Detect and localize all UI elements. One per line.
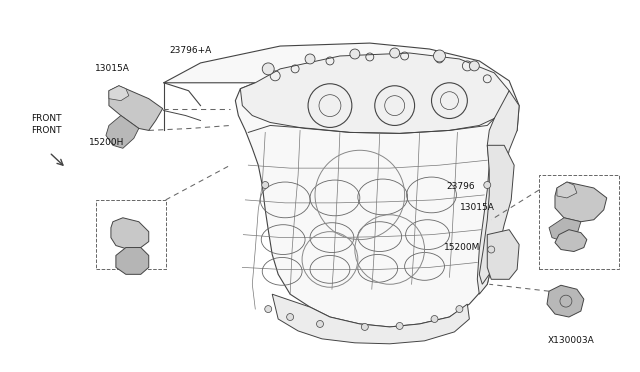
Circle shape: [456, 306, 463, 312]
Polygon shape: [272, 294, 469, 344]
Text: FRONT: FRONT: [31, 126, 61, 135]
Circle shape: [317, 321, 323, 327]
Polygon shape: [549, 218, 581, 241]
Circle shape: [262, 182, 269, 189]
Polygon shape: [479, 145, 514, 284]
Circle shape: [484, 182, 491, 189]
Circle shape: [287, 314, 294, 321]
Bar: [539, 175, 619, 269]
Circle shape: [433, 50, 445, 62]
Circle shape: [265, 306, 272, 312]
Circle shape: [396, 323, 403, 330]
Polygon shape: [109, 86, 163, 131]
Text: 23796: 23796: [446, 182, 475, 191]
Polygon shape: [477, 91, 519, 294]
Text: 13015A: 13015A: [95, 64, 130, 73]
Text: X130003A: X130003A: [548, 336, 595, 345]
Polygon shape: [557, 182, 577, 198]
Polygon shape: [555, 230, 587, 251]
Circle shape: [362, 324, 368, 330]
Polygon shape: [555, 182, 607, 222]
Polygon shape: [241, 53, 509, 134]
Polygon shape: [109, 86, 129, 101]
Text: 15200M: 15200M: [444, 243, 481, 252]
Circle shape: [305, 54, 315, 64]
Text: 15200H: 15200H: [90, 138, 125, 147]
Polygon shape: [164, 43, 519, 327]
Polygon shape: [487, 230, 519, 279]
Polygon shape: [116, 247, 148, 274]
Circle shape: [262, 63, 274, 75]
Polygon shape: [106, 116, 139, 148]
Polygon shape: [111, 218, 148, 250]
Polygon shape: [547, 285, 584, 317]
Circle shape: [431, 315, 438, 323]
Circle shape: [350, 49, 360, 59]
Bar: [96, 200, 166, 269]
Circle shape: [390, 48, 399, 58]
Text: 23796+A: 23796+A: [169, 46, 211, 55]
Text: 13015A: 13015A: [460, 202, 495, 212]
Circle shape: [469, 61, 479, 71]
Circle shape: [488, 246, 495, 253]
Text: FRONT: FRONT: [31, 114, 62, 123]
